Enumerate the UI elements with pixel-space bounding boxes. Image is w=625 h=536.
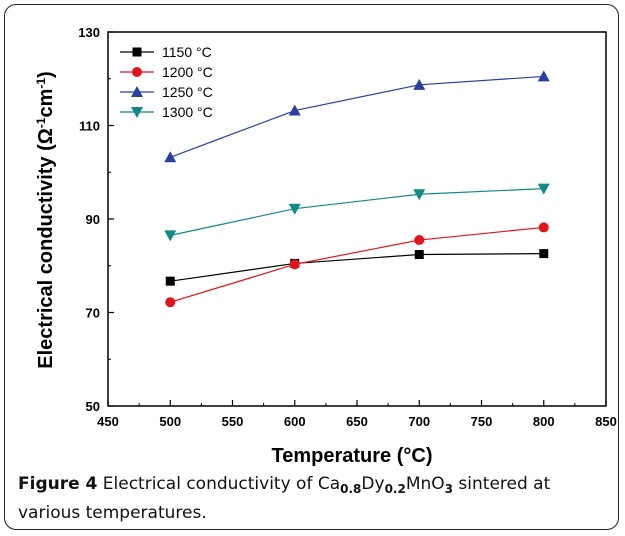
data-point xyxy=(288,104,301,116)
y-tick-label: 130 xyxy=(78,25,100,40)
data-point xyxy=(537,70,550,82)
data-point xyxy=(538,222,549,233)
y-axis-label: Electrical conductivity (Ω-1cm-1) xyxy=(34,71,57,368)
series-line xyxy=(170,252,544,282)
series-layer xyxy=(164,70,550,308)
axes: 450 500 550 600 650 700 750 800 850 50 70 90 110 130 xyxy=(78,25,617,429)
x-tick-label: 450 xyxy=(97,414,119,429)
y-tick-label: 50 xyxy=(86,399,100,414)
series-1 xyxy=(165,222,549,308)
legend-label: 1250 °C xyxy=(162,84,213,100)
data-point xyxy=(539,249,549,259)
legend-label: 1150 °C xyxy=(162,44,212,60)
legend-marker xyxy=(132,67,142,77)
legend-marker xyxy=(131,107,143,118)
x-tick-label: 500 xyxy=(159,414,181,429)
legend-label: 1300 °C xyxy=(162,104,213,120)
series-3 xyxy=(164,183,550,242)
series-2 xyxy=(164,70,550,163)
data-point xyxy=(165,297,176,308)
y-tick-label: 110 xyxy=(79,119,100,134)
figure-caption: Figure 4 Electrical conductivity of Ca0.… xyxy=(18,472,614,525)
data-point xyxy=(164,151,177,163)
data-point xyxy=(414,250,424,260)
series-line xyxy=(170,75,544,158)
legend: 1150 °C 1200 °C 1250 °C 1300 °C xyxy=(120,44,213,120)
x-tick-label: 550 xyxy=(222,414,244,429)
series-0 xyxy=(165,249,549,286)
figure-frame xyxy=(4,4,619,530)
x-axis-label: Temperature (°C) xyxy=(272,445,433,467)
data-point xyxy=(165,276,175,286)
data-point xyxy=(413,78,426,90)
y-tick-label: 70 xyxy=(86,306,100,321)
x-tick-label: 600 xyxy=(284,414,306,429)
y-tick-label: 90 xyxy=(86,212,100,227)
legend-label: 1200 °C xyxy=(162,64,213,80)
caption-text: Electrical conductivity of Ca0.8Dy0.2MnO… xyxy=(18,474,551,523)
x-tick-label: 750 xyxy=(471,414,493,429)
data-point xyxy=(537,183,550,195)
x-tick-label: 850 xyxy=(595,414,617,429)
legend-marker xyxy=(132,47,142,57)
data-point xyxy=(414,235,425,246)
x-tick-label: 700 xyxy=(408,414,430,429)
series-line xyxy=(170,226,544,303)
data-point xyxy=(413,189,426,201)
conductivity-chart: 450 500 550 600 650 700 750 800 850507090110130 … xyxy=(34,25,617,467)
x-tick-label: 650 xyxy=(346,414,368,429)
x-tick-label: 800 xyxy=(533,414,555,429)
data-point xyxy=(289,259,300,270)
legend-marker xyxy=(131,86,143,97)
series-line xyxy=(170,188,544,236)
data-point xyxy=(288,203,301,215)
caption-label: Figure 4 xyxy=(18,474,98,494)
data-point xyxy=(164,230,177,242)
